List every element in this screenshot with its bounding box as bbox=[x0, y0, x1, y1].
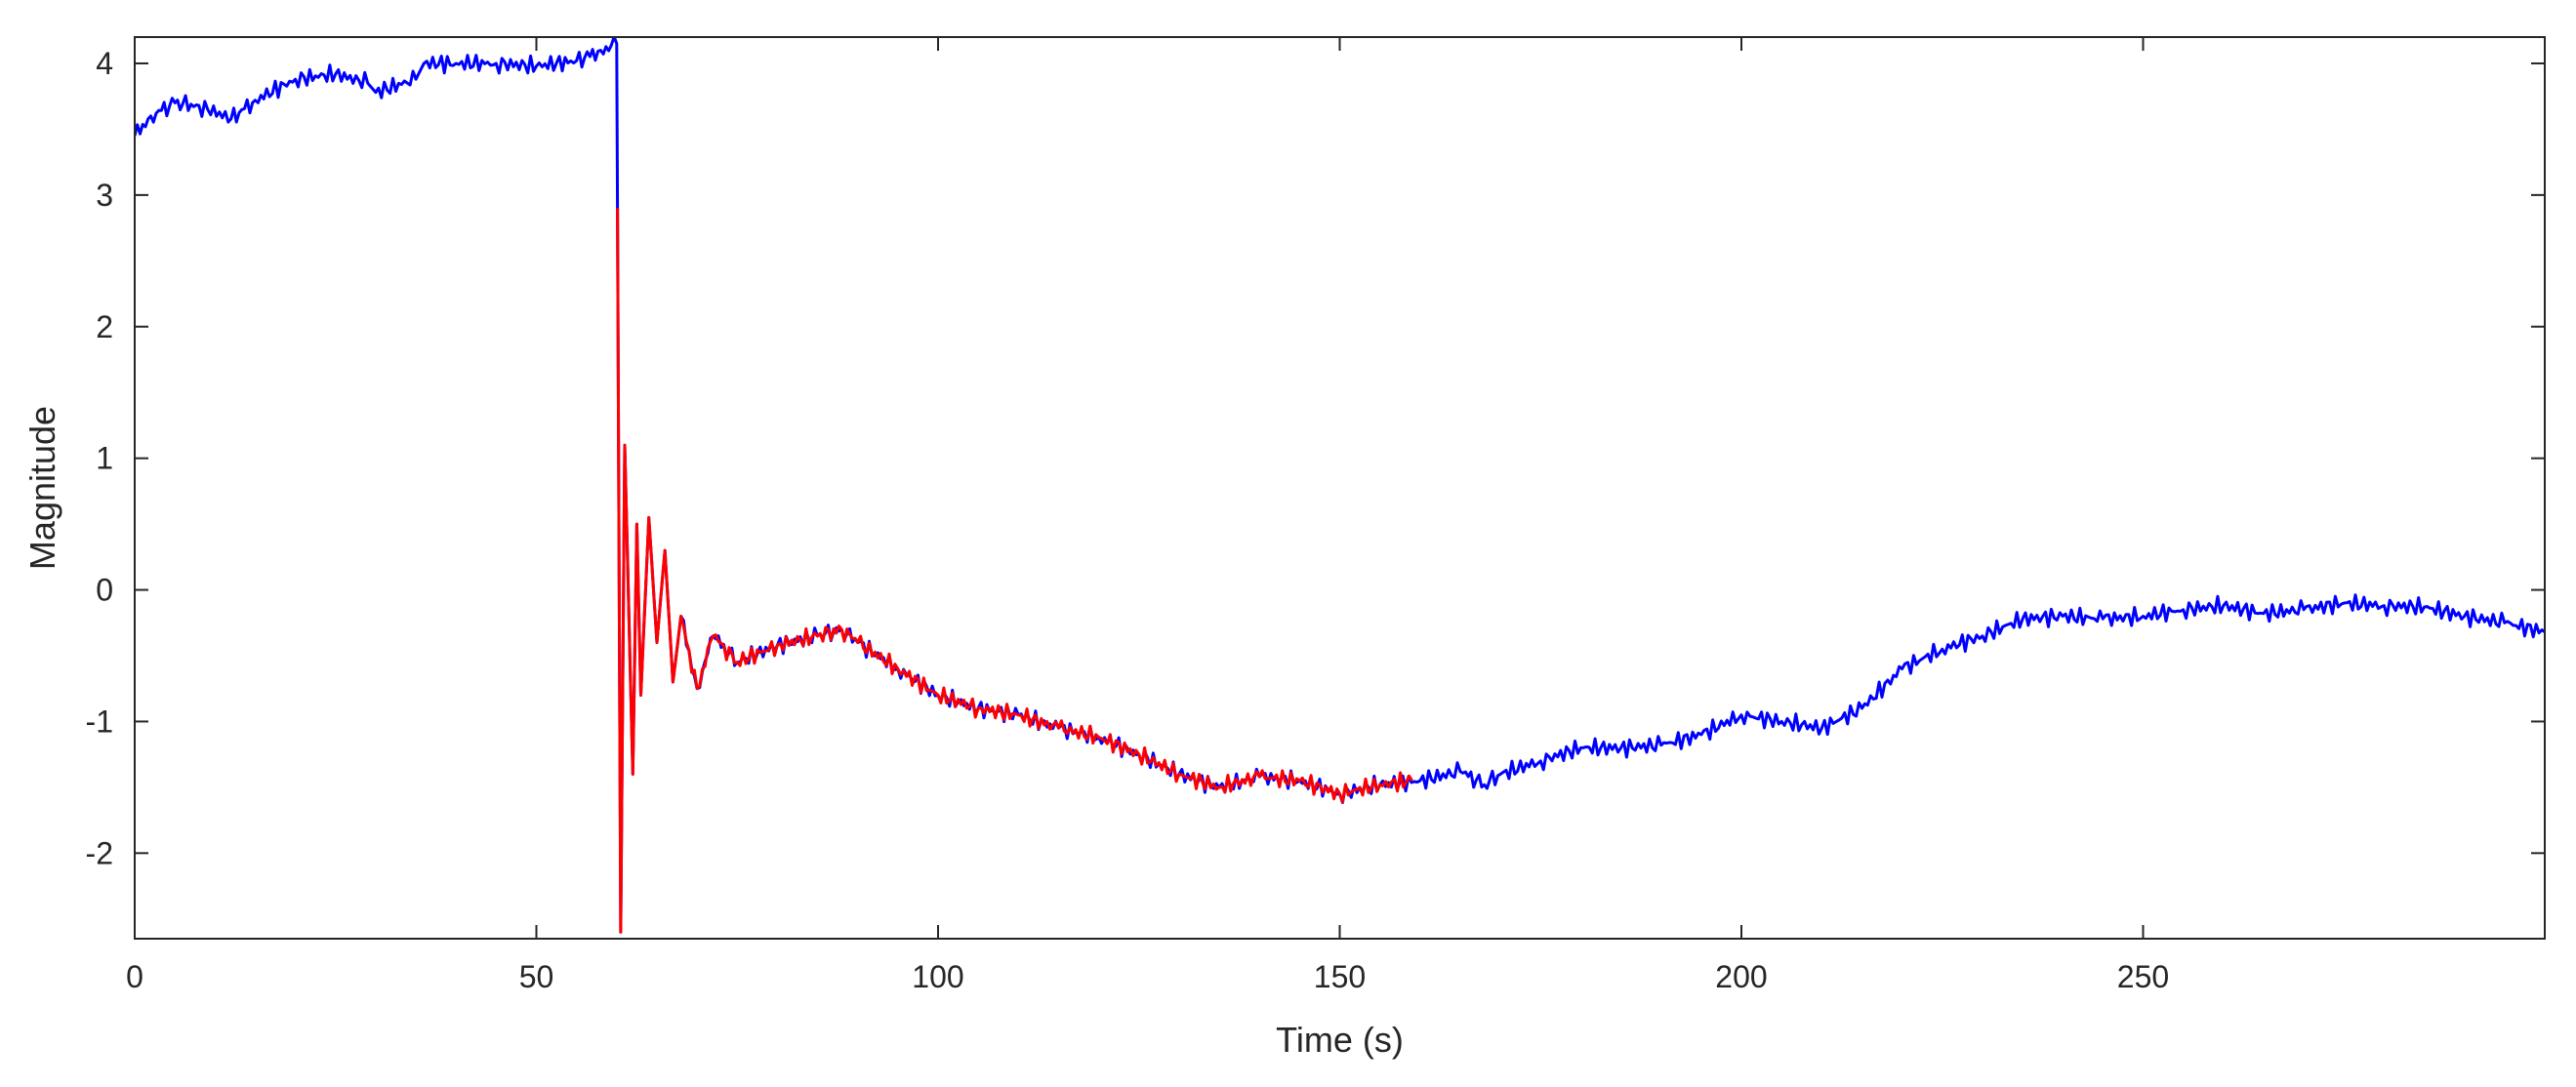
x-tick-label: 100 bbox=[912, 959, 963, 994]
y-tick-label: 2 bbox=[96, 309, 113, 344]
series-group bbox=[135, 37, 2545, 934]
y-tick-label: -2 bbox=[86, 835, 113, 870]
y-tick-label: -1 bbox=[86, 704, 113, 739]
y-tick-label: 3 bbox=[96, 178, 113, 213]
x-tick-label: 0 bbox=[126, 959, 143, 994]
y-axis-label: Magnitude bbox=[22, 406, 62, 570]
y-axis-ticks: -2 -1 0 1 2 3 4 bbox=[86, 46, 2545, 870]
x-tick-label: 250 bbox=[2117, 959, 2169, 994]
x-tick-label: 200 bbox=[1715, 959, 1767, 994]
series-line-2 bbox=[616, 208, 1413, 934]
x-axis-ticks: 0 50 100 150 200 250 bbox=[126, 37, 2169, 994]
x-tick-label: 50 bbox=[519, 959, 554, 994]
y-tick-label: 4 bbox=[96, 46, 113, 81]
y-tick-label: 1 bbox=[96, 441, 113, 476]
plot-frame bbox=[134, 36, 2546, 940]
y-tick-label: 0 bbox=[96, 573, 113, 608]
x-axis-label: Time (s) bbox=[1276, 1020, 1404, 1060]
x-tick-label: 150 bbox=[1314, 959, 1366, 994]
